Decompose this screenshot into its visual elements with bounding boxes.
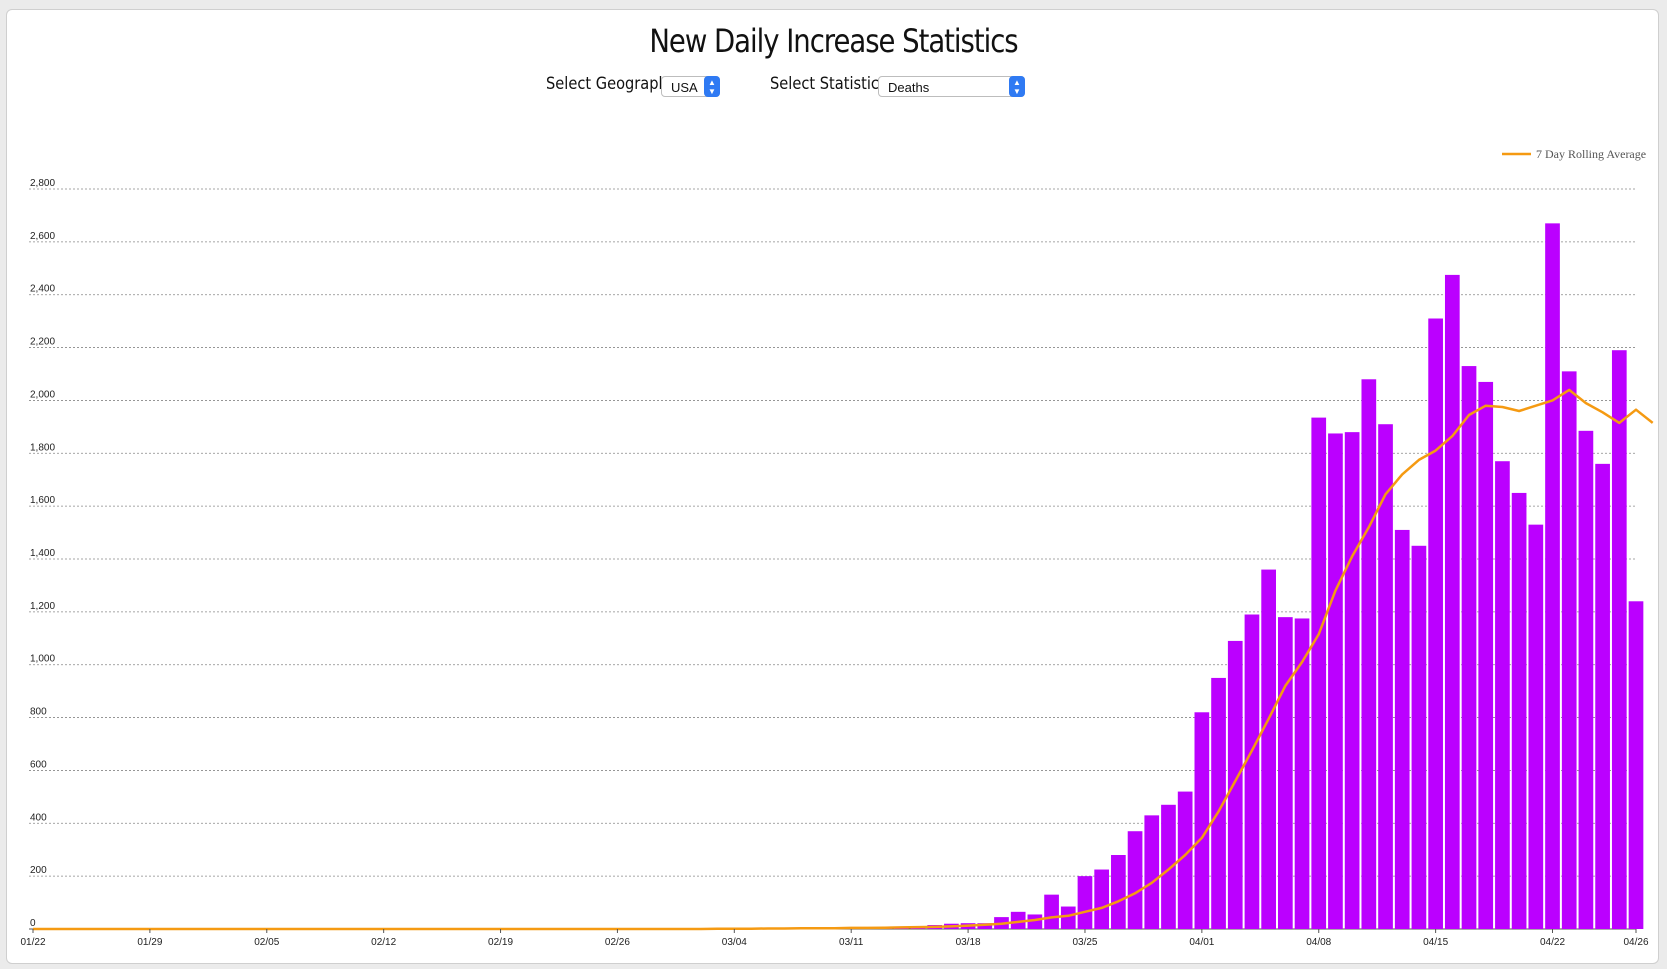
statistics-label: Select Statistics: [770, 74, 892, 94]
bar [1194, 712, 1210, 929]
x-tick-label: 01/22 [20, 937, 45, 948]
y-tick-label: 2,200 [30, 337, 55, 348]
bar [1361, 379, 1377, 929]
y-tick-label: 1,800 [30, 442, 55, 453]
bar [1277, 617, 1293, 929]
y-tick-label: 600 [30, 759, 47, 770]
x-tick-label: 02/12 [371, 937, 396, 948]
x-tick-label: 03/11 [839, 937, 864, 948]
bar [1060, 906, 1076, 929]
legend-label: 7 Day Rolling Average [1536, 147, 1646, 161]
statistics-select[interactable]: Deaths ▲ ▼ [878, 76, 1025, 97]
bar [1010, 911, 1026, 929]
x-tick-label: 03/18 [956, 937, 981, 948]
x-tick-label: 02/19 [488, 937, 513, 948]
x-tick-label: 02/05 [254, 937, 279, 948]
bar [1428, 318, 1443, 929]
geography-label: Select Geography: [546, 74, 681, 94]
bar [1094, 869, 1110, 929]
y-tick-label: 0 [30, 918, 36, 929]
y-axis-ticks: 0 200 400 600 800 1,000 1,200 1,400 1,600 1,800 2,… [30, 178, 55, 929]
y-tick-label: 2,600 [30, 231, 55, 242]
y-tick-label: 800 [30, 707, 47, 718]
bars [676, 223, 1644, 930]
bar [1461, 366, 1477, 930]
select-arrows-icon: ▲ ▼ [1009, 76, 1025, 97]
x-tick-label: 02/26 [605, 937, 630, 948]
bar [1411, 545, 1427, 929]
bar [1394, 529, 1410, 929]
rolling-average-line [33, 388, 1654, 931]
bar [1294, 618, 1310, 929]
x-tick-label: 01/29 [137, 937, 162, 948]
bar [1378, 424, 1393, 929]
y-tick-label: 1,000 [30, 654, 55, 665]
bar [1578, 430, 1594, 929]
bar [1311, 417, 1327, 929]
bar [1044, 894, 1059, 929]
bar [1611, 350, 1627, 929]
bar [1328, 433, 1343, 929]
bar [1561, 371, 1577, 929]
bar [1495, 461, 1510, 929]
bar [1211, 677, 1226, 929]
bar [1444, 274, 1460, 930]
bar [1111, 855, 1126, 929]
select-arrows-icon: ▲ ▼ [704, 76, 720, 97]
bar [1244, 614, 1260, 929]
bar [1261, 569, 1276, 929]
y-tick-label: 400 [30, 812, 47, 823]
bar [1144, 815, 1160, 929]
bar [1227, 640, 1243, 929]
x-tick-label: 04/01 [1189, 937, 1214, 948]
y-tick-label: 1,200 [30, 601, 55, 612]
bar [977, 923, 993, 929]
bar [1344, 432, 1360, 929]
geography-select-value: USA [671, 80, 698, 95]
bar [1077, 876, 1093, 929]
x-tick-label: 03/04 [722, 937, 747, 948]
bar [1161, 804, 1176, 929]
bar [1595, 463, 1610, 929]
bar [1511, 492, 1527, 929]
legend: 7 Day Rolling Average [1502, 147, 1646, 161]
x-tick-label: 04/15 [1423, 937, 1448, 948]
y-tick-label: 2,400 [30, 284, 55, 295]
bar [1478, 381, 1494, 929]
x-axis-ticks: 01/22 01/29 02/05 02/12 02/19 02/26 03/04 03/11… [20, 929, 1649, 948]
statistics-select-value: Deaths [888, 80, 930, 95]
x-tick-label: 04/08 [1306, 937, 1331, 948]
y-tick-label: 2,000 [30, 389, 55, 400]
y-tick-label: 1,400 [30, 548, 55, 559]
bar [1628, 601, 1644, 929]
y-tick-label: 2,800 [30, 178, 55, 189]
x-tick-label: 03/25 [1072, 937, 1097, 948]
y-tick-label: 200 [30, 865, 47, 876]
bar [1027, 914, 1043, 929]
x-tick-label: 04/26 [1623, 937, 1648, 948]
bar [1545, 223, 1560, 929]
x-tick-label: 04/22 [1540, 937, 1565, 948]
bar [1177, 791, 1193, 929]
page-title: New Daily Increase Statistics [649, 22, 1018, 60]
rolling-average-series-line [33, 388, 1654, 931]
y-tick-label: 1,600 [30, 495, 55, 506]
bar [1528, 524, 1544, 929]
bar [1127, 831, 1143, 929]
geography-select[interactable]: USA ▲ ▼ [661, 76, 720, 97]
